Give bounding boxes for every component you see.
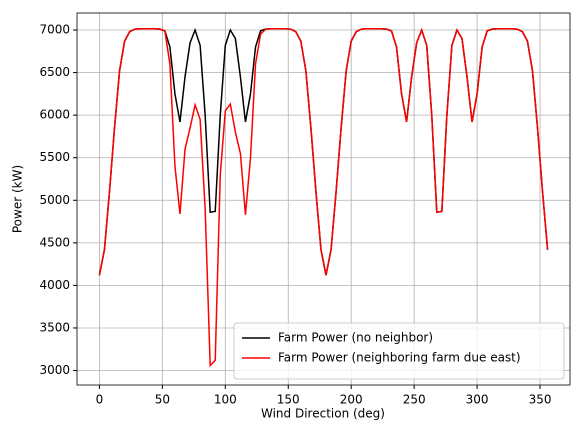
x-tick-label: 50 [155, 393, 170, 407]
x-tick-label: 0 [96, 393, 104, 407]
legend-label: Farm Power (no neighbor) [278, 331, 433, 345]
x-tick-label: 300 [466, 393, 489, 407]
series-line [98, 27, 549, 368]
y-tick-label: 3000 [39, 363, 70, 377]
x-tick-label: 200 [340, 393, 363, 407]
plot-frame [76, 12, 571, 386]
legend-box [233, 322, 565, 380]
y-tick-label: 5000 [39, 193, 70, 207]
x-axis-label: Wind Direction (deg) [261, 407, 385, 421]
y-tick-label: 6500 [39, 65, 70, 79]
y-axis-label: Power (kW) [11, 165, 25, 233]
x-tick-label: 100 [214, 393, 237, 407]
x-tick-label: 150 [277, 393, 300, 407]
y-tick-label: 7000 [39, 23, 70, 37]
y-tick-label: 5500 [39, 150, 70, 164]
x-tick-label: 350 [529, 393, 552, 407]
x-tick-label: 250 [403, 393, 426, 407]
y-tick-label: 4500 [39, 235, 70, 249]
y-tick-label: 4000 [39, 278, 70, 292]
y-tick-label: 3500 [39, 320, 70, 334]
legend-label: Farm Power (neighboring farm due east) [278, 351, 521, 365]
y-tick-label: 6000 [39, 108, 70, 122]
